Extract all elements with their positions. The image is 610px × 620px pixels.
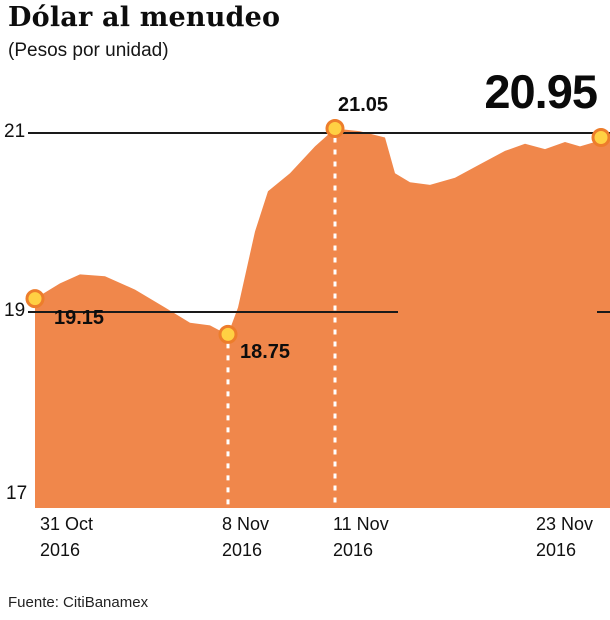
chart-subtitle: (Pesos por unidad) xyxy=(8,40,169,61)
x-label-11-nov: 11 Nov 2016 xyxy=(333,511,389,563)
y-tick-17: 17 xyxy=(6,483,28,504)
y-tick-21: 21 xyxy=(4,121,26,142)
chart-title: Dólar al menudeo xyxy=(8,2,281,33)
x-label-line1: 23 Nov xyxy=(536,514,594,534)
source-note: Fuente: CitiBanamex xyxy=(8,594,149,611)
x-label-line1: 31 Oct xyxy=(40,514,94,534)
x-label-31-oct: 31 Oct 2016 xyxy=(40,511,93,563)
x-label-23-nov: 23 Nov 2016 xyxy=(536,511,593,563)
annotation-19-15: 19.15 xyxy=(54,307,105,329)
annotation-18-75: 18.75 xyxy=(240,341,291,363)
y-tick-19: 19 xyxy=(4,300,26,321)
current-value: 20.95 xyxy=(484,65,598,118)
x-label-line2: 2016 xyxy=(333,540,374,560)
x-label-line2: 2016 xyxy=(536,540,577,560)
x-label-line2: 2016 xyxy=(222,540,263,560)
x-label-line1: 11 Nov xyxy=(333,514,389,534)
x-label-line2: 2016 xyxy=(40,540,81,560)
x-label-line1: 8 Nov xyxy=(222,514,270,534)
x-label-8-nov: 8 Nov 2016 xyxy=(222,511,269,563)
annotation-21-05: 21.05 xyxy=(338,94,389,116)
